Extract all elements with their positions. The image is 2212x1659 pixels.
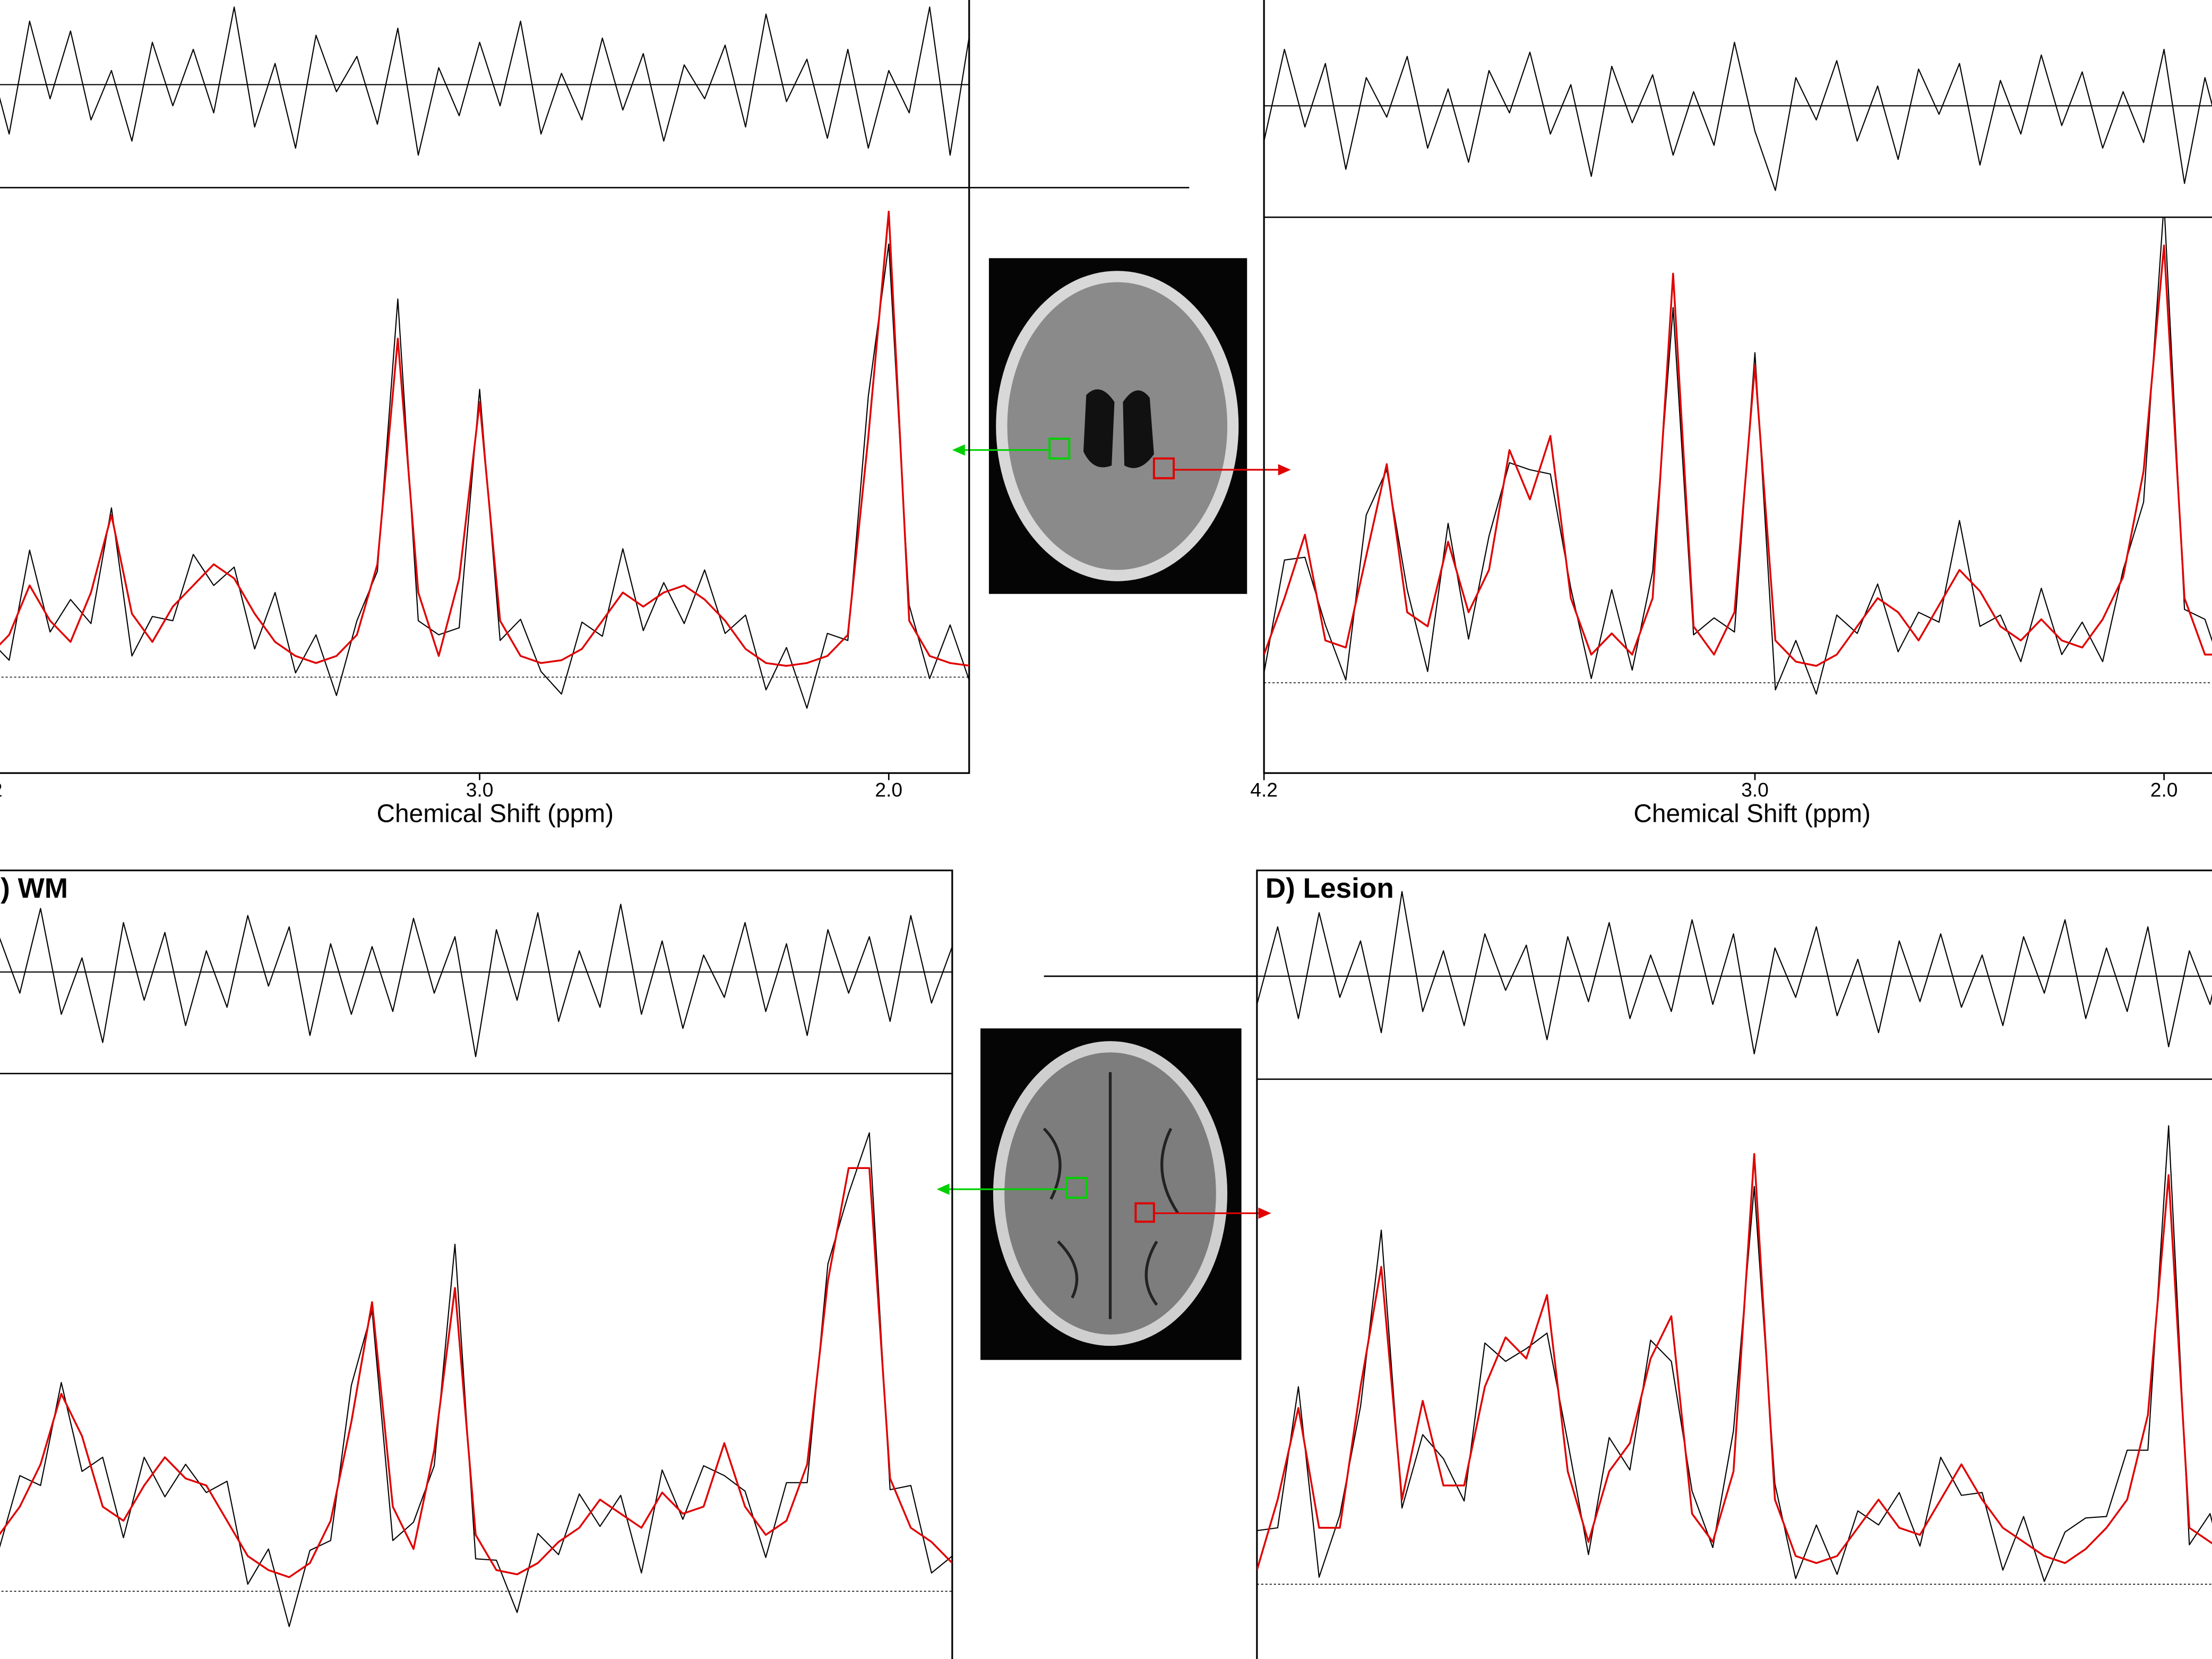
spectrum-panel: C) WM <box>0 869 953 1659</box>
ventricles <box>1083 389 1154 468</box>
x-tick-label: 2.0 <box>875 779 902 801</box>
roi-wm <box>1048 437 1071 460</box>
fit-line <box>1256 1153 2212 1571</box>
spectrum-panel: D) Lesion <box>1256 869 2212 1659</box>
panel-frame <box>1256 869 2212 1659</box>
x-axis-label: Chemical Shift (ppm) <box>377 800 614 828</box>
panel-title: C) WM <box>0 873 68 904</box>
spectrum-panel: 4.2 3.0 2.0 Chemical Shift (ppm) <box>0 0 970 828</box>
mri-bottom <box>936 1028 1271 1360</box>
data-line <box>1256 1125 2212 1582</box>
panel-title: D) Lesion <box>1266 873 1394 904</box>
x-tick-label: 3.0 <box>1741 779 1769 801</box>
fit-line <box>0 1167 952 1578</box>
x-tick-label: 4.2 <box>0 779 3 801</box>
fit-line <box>1264 244 2212 667</box>
arrow-head <box>1258 1207 1271 1219</box>
sulci <box>1043 1072 1180 1319</box>
data-line <box>0 1132 952 1627</box>
arrow-head <box>952 444 965 456</box>
residual-line <box>1264 41 2212 191</box>
arrow-head <box>1278 464 1291 476</box>
roi-wm <box>1065 1176 1088 1199</box>
roi-lesion <box>1152 457 1175 479</box>
spectrum-panel: 4.2 3.0 2.0 Chemical Shift (ppm) <box>1250 0 2212 828</box>
x-tick-label: 3.0 <box>466 779 494 801</box>
residual-line <box>0 904 952 1058</box>
panel-frame <box>1263 0 2212 774</box>
panel-frame <box>0 869 953 1659</box>
fit-line <box>0 210 969 667</box>
arrow-head <box>936 1183 950 1195</box>
panel-frame <box>0 0 970 774</box>
x-tick-label: 4.2 <box>1250 779 1278 801</box>
x-tick-label: 2.0 <box>2150 779 2178 801</box>
x-axis-label: Chemical Shift (ppm) <box>1633 800 1871 828</box>
residual-line <box>0 6 969 156</box>
brain <box>1007 282 1228 570</box>
mri-top <box>952 258 1291 594</box>
residual-line <box>1256 891 2212 1055</box>
data-line <box>1264 217 2212 695</box>
data-line <box>0 243 969 709</box>
